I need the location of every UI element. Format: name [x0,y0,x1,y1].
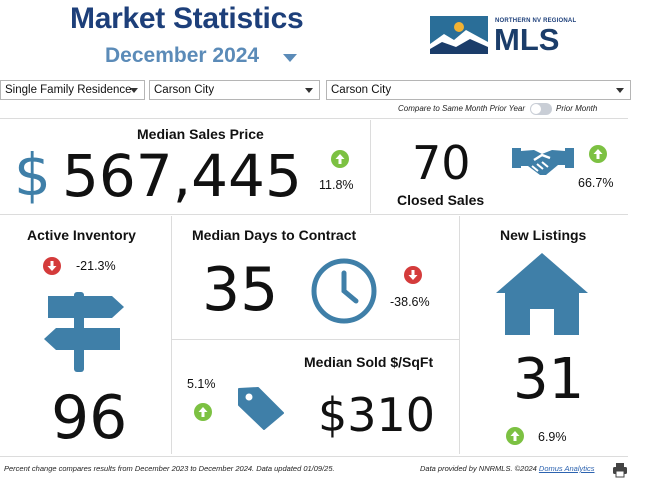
median-days-value: 35 [202,255,279,325]
arrow-up-icon [331,150,349,168]
median-days-change: -38.6% [390,295,430,309]
logo-text: MLS [494,22,560,57]
page-title: Market Statistics [70,2,304,35]
closed-sales-label: Closed Sales [397,192,485,208]
divider [370,120,371,213]
arrow-down-icon [43,257,61,275]
active-inventory-value: 96 [51,383,128,453]
chevron-down-icon [305,88,313,93]
new-listings-value: 31 [513,347,585,412]
compare-prior-year-label: Compare to Same Month Prior Year [398,104,526,113]
active-inventory-label: Active Inventory [27,227,136,243]
area-2-value: Carson City [331,84,392,96]
arrow-up-icon [506,427,524,445]
new-listings-label: New Listings [500,227,587,243]
divider [0,214,628,215]
chevron-down-icon [616,88,624,93]
closed-sales-change: 66.7% [578,176,614,190]
arrow-down-icon [404,266,422,284]
closed-sales-value: 70 [412,136,471,190]
domus-analytics-link[interactable]: Domus Analytics [538,464,595,473]
median-days-label: Median Days to Contract [192,227,357,243]
dollar-icon: $ [14,141,51,209]
chevron-down-icon[interactable] [283,54,297,62]
logo-subtitle: NORTHERN NV REGIONAL [495,18,577,24]
median-sold-sqft-label: Median Sold $/SqFt [304,354,434,370]
chevron-down-icon [130,88,138,93]
median-sales-price-label: Median Sales Price [137,126,264,142]
footer-provider: Data provided by NNRMLS. ©2024 Domus Ana… [420,464,595,473]
property-type-value: Single Family Residence [5,84,132,96]
printer-icon[interactable] [612,462,628,478]
toggle-knob [531,104,541,114]
area-1-value: Carson City [154,84,215,96]
area-select-2[interactable]: Carson City [326,80,631,100]
footer-note: Percent change compares results from Dec… [4,464,335,473]
price-tag-icon [236,385,286,431]
compare-toggle[interactable] [530,103,552,115]
divider [0,456,628,457]
arrow-up-icon [589,145,607,163]
divider [172,339,460,340]
median-sold-sqft-value: $310 [318,388,436,442]
median-sold-sqft-change: 5.1% [187,377,216,391]
median-sales-price-value: 567,445 [62,142,302,210]
month-selector-label[interactable]: December 2024 [105,44,260,67]
provider-text: Data provided by NNRMLS. ©2024 [420,464,539,473]
house-icon [494,251,590,337]
divider [0,118,628,119]
median-sales-price-change: 11.8% [319,178,354,192]
mls-logo-icon [430,16,488,54]
arrow-up-icon [194,403,212,421]
active-inventory-change: -21.3% [76,259,116,273]
divider [171,216,172,454]
signpost-icon [44,292,126,372]
new-listings-change: 6.9% [538,430,567,444]
property-type-select[interactable]: Single Family Residence [0,80,145,100]
compare-prior-month-label: Prior Month [556,104,598,113]
clock-icon [310,257,378,325]
handshake-icon [512,144,574,178]
area-select-1[interactable]: Carson City [149,80,320,100]
divider [459,216,460,454]
